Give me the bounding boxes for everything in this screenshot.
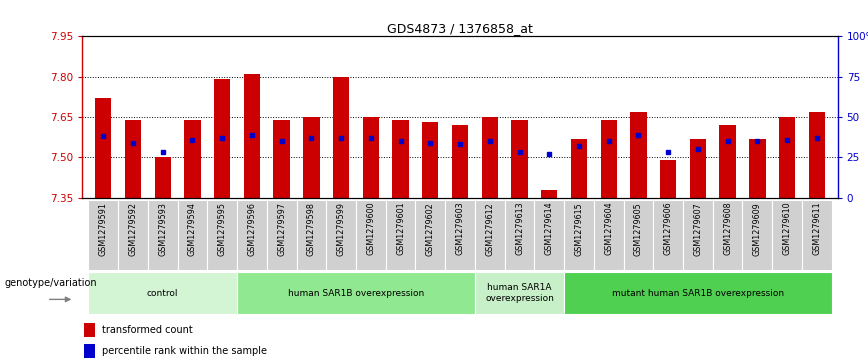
Bar [84, 344, 95, 358]
Bar [809, 112, 825, 198]
Bar [297, 200, 326, 270]
Text: mutant human SAR1B overexpression: mutant human SAR1B overexpression [612, 289, 784, 298]
Bar [601, 120, 617, 198]
Text: genotype/variation: genotype/variation [4, 278, 97, 288]
Bar [504, 200, 535, 270]
Bar [237, 272, 475, 314]
Bar [244, 74, 260, 198]
Text: transformed count: transformed count [102, 325, 193, 335]
Bar [155, 158, 171, 198]
Text: GSM1279608: GSM1279608 [723, 202, 732, 256]
Bar [303, 117, 319, 198]
Text: GSM1279606: GSM1279606 [664, 202, 673, 256]
Bar [445, 200, 475, 270]
Bar [385, 200, 416, 270]
Bar [564, 200, 594, 270]
Bar [178, 200, 207, 270]
Bar [713, 200, 742, 270]
Bar [422, 122, 438, 198]
Text: GSM1279594: GSM1279594 [188, 202, 197, 256]
Text: GSM1279592: GSM1279592 [128, 202, 137, 256]
Text: GSM1279596: GSM1279596 [247, 202, 256, 256]
Bar [571, 139, 587, 198]
Title: GDS4873 / 1376858_at: GDS4873 / 1376858_at [387, 22, 533, 35]
Text: GSM1279595: GSM1279595 [218, 202, 227, 256]
Text: GSM1279613: GSM1279613 [515, 202, 524, 256]
Text: control: control [147, 289, 179, 298]
Text: GSM1279600: GSM1279600 [366, 202, 375, 256]
Text: GSM1279603: GSM1279603 [456, 202, 464, 256]
Text: GSM1279607: GSM1279607 [694, 202, 702, 256]
Bar [742, 200, 773, 270]
Text: GSM1279591: GSM1279591 [99, 202, 108, 256]
Bar [511, 120, 528, 198]
Bar [482, 117, 498, 198]
Text: GSM1279609: GSM1279609 [753, 202, 762, 256]
Bar [654, 200, 683, 270]
Text: GSM1279602: GSM1279602 [426, 202, 435, 256]
Bar [720, 125, 736, 198]
Text: GSM1279604: GSM1279604 [604, 202, 613, 256]
Bar [660, 160, 676, 198]
Text: GSM1279593: GSM1279593 [158, 202, 168, 256]
Bar [779, 117, 795, 198]
Text: GSM1279610: GSM1279610 [783, 202, 792, 256]
Text: human SAR1B overexpression: human SAR1B overexpression [288, 289, 424, 298]
Bar [89, 200, 118, 270]
Text: GSM1279599: GSM1279599 [337, 202, 345, 256]
Bar [84, 323, 95, 337]
Bar [333, 77, 349, 198]
Bar [452, 125, 468, 198]
Text: GSM1279597: GSM1279597 [277, 202, 286, 256]
Bar [118, 200, 148, 270]
Bar [802, 200, 832, 270]
Bar [773, 200, 802, 270]
Bar [207, 200, 237, 270]
Text: GSM1279615: GSM1279615 [575, 202, 583, 256]
Bar [690, 139, 706, 198]
Bar [89, 272, 237, 314]
Bar [749, 139, 766, 198]
Text: GSM1279598: GSM1279598 [307, 202, 316, 256]
Bar [683, 200, 713, 270]
Text: human SAR1A
overexpression: human SAR1A overexpression [485, 284, 554, 303]
Bar [237, 200, 266, 270]
Text: percentile rank within the sample: percentile rank within the sample [102, 346, 266, 356]
Bar [273, 120, 290, 198]
Bar [326, 200, 356, 270]
Text: GSM1279605: GSM1279605 [634, 202, 643, 256]
Bar [184, 120, 201, 198]
Text: GSM1279611: GSM1279611 [812, 202, 821, 256]
Text: GSM1279601: GSM1279601 [396, 202, 405, 256]
Bar [266, 200, 297, 270]
Bar [623, 200, 654, 270]
Bar [416, 200, 445, 270]
Bar [535, 200, 564, 270]
Text: GSM1279612: GSM1279612 [485, 202, 494, 256]
Bar [148, 200, 178, 270]
Bar [95, 98, 111, 198]
Bar [630, 112, 647, 198]
Bar [392, 120, 409, 198]
Text: GSM1279614: GSM1279614 [545, 202, 554, 256]
Bar [363, 117, 379, 198]
Bar [214, 79, 230, 198]
Bar [594, 200, 623, 270]
Bar [475, 200, 504, 270]
Bar [564, 272, 832, 314]
Bar [541, 190, 557, 198]
Bar [475, 272, 564, 314]
Bar [356, 200, 385, 270]
Bar [125, 120, 141, 198]
